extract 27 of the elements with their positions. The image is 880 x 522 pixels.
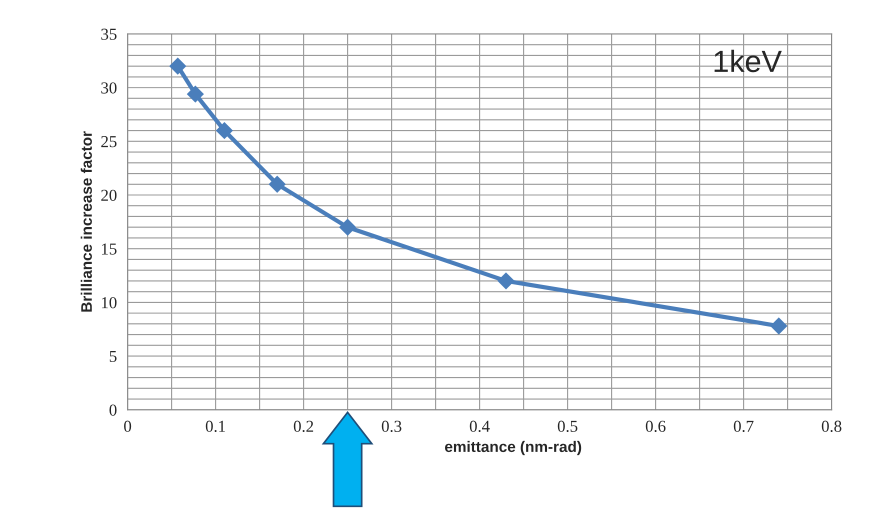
x-tick-label: 0.1	[206, 420, 226, 432]
point	[770, 318, 788, 334]
x-tick-label: 0.2	[294, 420, 314, 432]
x-tick-label: 0.8	[822, 420, 842, 432]
point	[186, 86, 204, 102]
y-tick-label: 20	[101, 190, 117, 201]
y-tick-label: 10	[102, 297, 117, 308]
point	[268, 176, 286, 193]
annotation: 1keV	[714, 50, 782, 72]
x-tick-label: 0.5	[558, 420, 578, 432]
x-tick-label: 0.3	[382, 420, 402, 432]
x-tick-label: 0	[124, 420, 132, 432]
y-tick-label: 35	[101, 28, 117, 40]
y-tick-label: 15	[102, 243, 117, 255]
y-axis-title: Brilliance increase factor	[80, 131, 92, 312]
y-tick-label: 25	[101, 136, 117, 148]
x-tick-label: 0.6	[646, 420, 666, 432]
point	[216, 122, 233, 139]
point	[498, 272, 514, 290]
point	[339, 218, 356, 236]
x-tick-label: 0.7	[734, 420, 754, 432]
x-tick-label: 0.4	[470, 420, 490, 432]
y-tick-label: 30	[101, 82, 117, 94]
y-tick-label: 0	[109, 404, 117, 416]
y-tick-label: 5	[110, 350, 117, 362]
x-axis-title: emittance (nm-rad)	[444, 440, 582, 456]
point	[169, 58, 186, 75]
